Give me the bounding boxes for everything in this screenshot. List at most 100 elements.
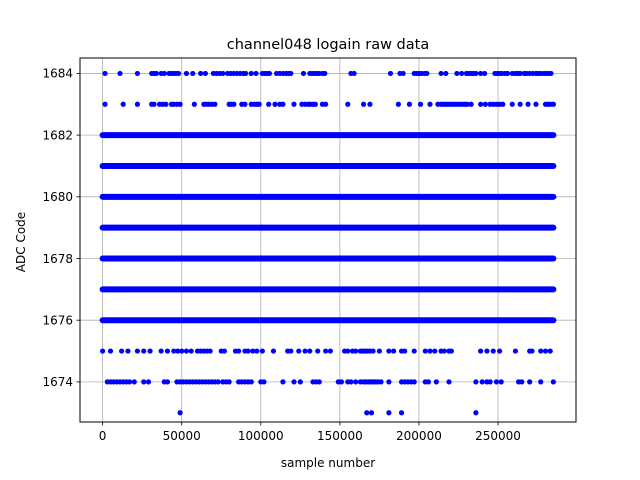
data-point <box>411 379 417 385</box>
data-point <box>175 70 182 77</box>
x-tick-label: 250000 <box>475 429 521 443</box>
data-point <box>360 101 367 107</box>
data-point <box>353 379 359 385</box>
data-point <box>478 70 484 77</box>
data-point <box>280 101 286 107</box>
data-point <box>487 379 493 385</box>
axis-ticks: 0 50000 100000 150000 200000 250000 1674 1676 16… <box>42 67 520 443</box>
data-point <box>367 101 373 107</box>
data-point <box>316 379 322 385</box>
data-point <box>297 379 303 385</box>
data-point <box>266 101 272 107</box>
data-point <box>490 348 496 354</box>
data-point <box>351 70 357 77</box>
data-point <box>427 101 433 107</box>
data-point <box>378 379 384 385</box>
data-point <box>280 379 286 385</box>
data-point <box>479 379 485 385</box>
data-point <box>125 348 131 354</box>
data-point <box>202 70 209 77</box>
data-point <box>448 348 454 354</box>
data-point <box>533 101 539 107</box>
data-point <box>188 348 194 354</box>
data-point <box>102 101 108 107</box>
data-point <box>548 70 554 77</box>
data-point <box>411 348 417 354</box>
data-point <box>215 379 221 385</box>
data-point <box>504 70 511 77</box>
y-tick-label: 1678 <box>42 252 73 266</box>
data-point <box>134 348 141 354</box>
data-point <box>134 70 141 77</box>
data-point <box>175 348 181 354</box>
data-point <box>248 70 254 77</box>
data-point <box>427 348 433 354</box>
data-point <box>497 348 503 354</box>
data-point <box>307 348 313 354</box>
data-point <box>323 101 329 107</box>
data-point <box>376 348 383 354</box>
chart-title: channel048 logain raw data <box>227 37 429 53</box>
data-point <box>370 348 376 354</box>
data-point <box>542 348 549 354</box>
data-point <box>422 348 428 354</box>
data-point <box>402 348 408 354</box>
data-point <box>387 70 394 77</box>
data-point <box>550 101 556 107</box>
data-point <box>550 379 556 385</box>
data-point <box>134 101 141 107</box>
data-point <box>250 348 256 354</box>
data-point <box>368 410 375 416</box>
y-tick-label: 1674 <box>42 375 73 389</box>
data-point <box>519 379 525 385</box>
data-point <box>473 70 479 77</box>
data-point <box>498 379 504 385</box>
data-point <box>118 348 125 354</box>
data-point <box>153 70 159 77</box>
data-point <box>117 70 123 77</box>
data-point <box>538 379 544 385</box>
data-point <box>256 101 262 107</box>
data-point <box>177 101 183 107</box>
data-point <box>468 101 474 107</box>
data-point <box>512 348 519 354</box>
data-points <box>99 70 557 416</box>
data-point <box>107 348 114 354</box>
data-point <box>191 101 197 107</box>
data-point <box>446 379 452 385</box>
data-point <box>254 348 260 354</box>
y-tick-label: 1680 <box>42 190 73 204</box>
data-point <box>145 379 152 385</box>
data-point <box>120 101 126 107</box>
data-point <box>300 70 307 77</box>
data-point <box>261 379 267 385</box>
data-point <box>348 379 354 385</box>
data-point <box>443 70 449 77</box>
data-point <box>517 70 523 77</box>
data-point <box>179 348 185 354</box>
data-point <box>248 379 254 385</box>
data-point <box>459 70 465 77</box>
data-point <box>441 348 447 354</box>
data-point <box>164 348 171 354</box>
data-point <box>226 379 232 385</box>
data-point <box>291 101 297 107</box>
data-point <box>190 70 196 77</box>
data-point <box>417 101 424 107</box>
data-point <box>243 70 249 77</box>
data-point <box>517 101 523 107</box>
data-point <box>161 70 167 77</box>
data-point <box>433 379 439 385</box>
data-point <box>529 348 535 354</box>
data-point <box>364 410 370 416</box>
data-point <box>236 348 242 354</box>
data-point <box>231 101 237 107</box>
x-tick-label: 150000 <box>317 429 363 443</box>
x-tick-label: 100000 <box>238 429 284 443</box>
data-point <box>253 70 259 77</box>
y-axis-label: ADC Code <box>14 212 28 272</box>
data-point <box>315 348 321 354</box>
data-point <box>527 379 533 385</box>
data-point <box>338 379 345 385</box>
data-point <box>327 348 333 354</box>
